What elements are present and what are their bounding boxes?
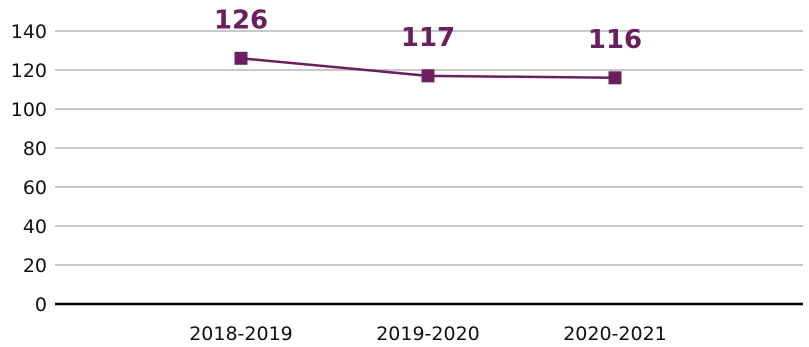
x-tick-label: 2020-2021 <box>563 323 667 345</box>
data-label: 116 <box>588 25 642 55</box>
data-point-marker <box>234 51 248 65</box>
y-tick-label: 0 <box>35 294 47 316</box>
data-point-marker <box>608 71 622 85</box>
data-label: 126 <box>214 5 268 35</box>
y-tick-label: 100 <box>11 99 47 121</box>
x-tick-label: 2019-2020 <box>376 323 480 345</box>
y-tick-label: 80 <box>23 138 47 160</box>
y-axis-tick-labels: 0 20 40 60 80 100 120 140 <box>11 21 47 316</box>
x-axis-tick-labels: 2018-2019 2019-2020 2020-2021 <box>189 323 667 345</box>
y-tick-label: 140 <box>11 21 47 43</box>
series <box>234 51 622 85</box>
data-point-marker <box>421 69 435 83</box>
data-labels: 126 117 116 <box>214 5 642 55</box>
x-tick-label: 2018-2019 <box>189 323 293 345</box>
y-tick-label: 20 <box>23 255 47 277</box>
data-label: 117 <box>401 23 455 53</box>
y-tick-label: 60 <box>23 177 47 199</box>
gridlines <box>55 30 803 306</box>
y-tick-label: 120 <box>11 60 47 82</box>
y-tick-label: 40 <box>23 216 47 238</box>
